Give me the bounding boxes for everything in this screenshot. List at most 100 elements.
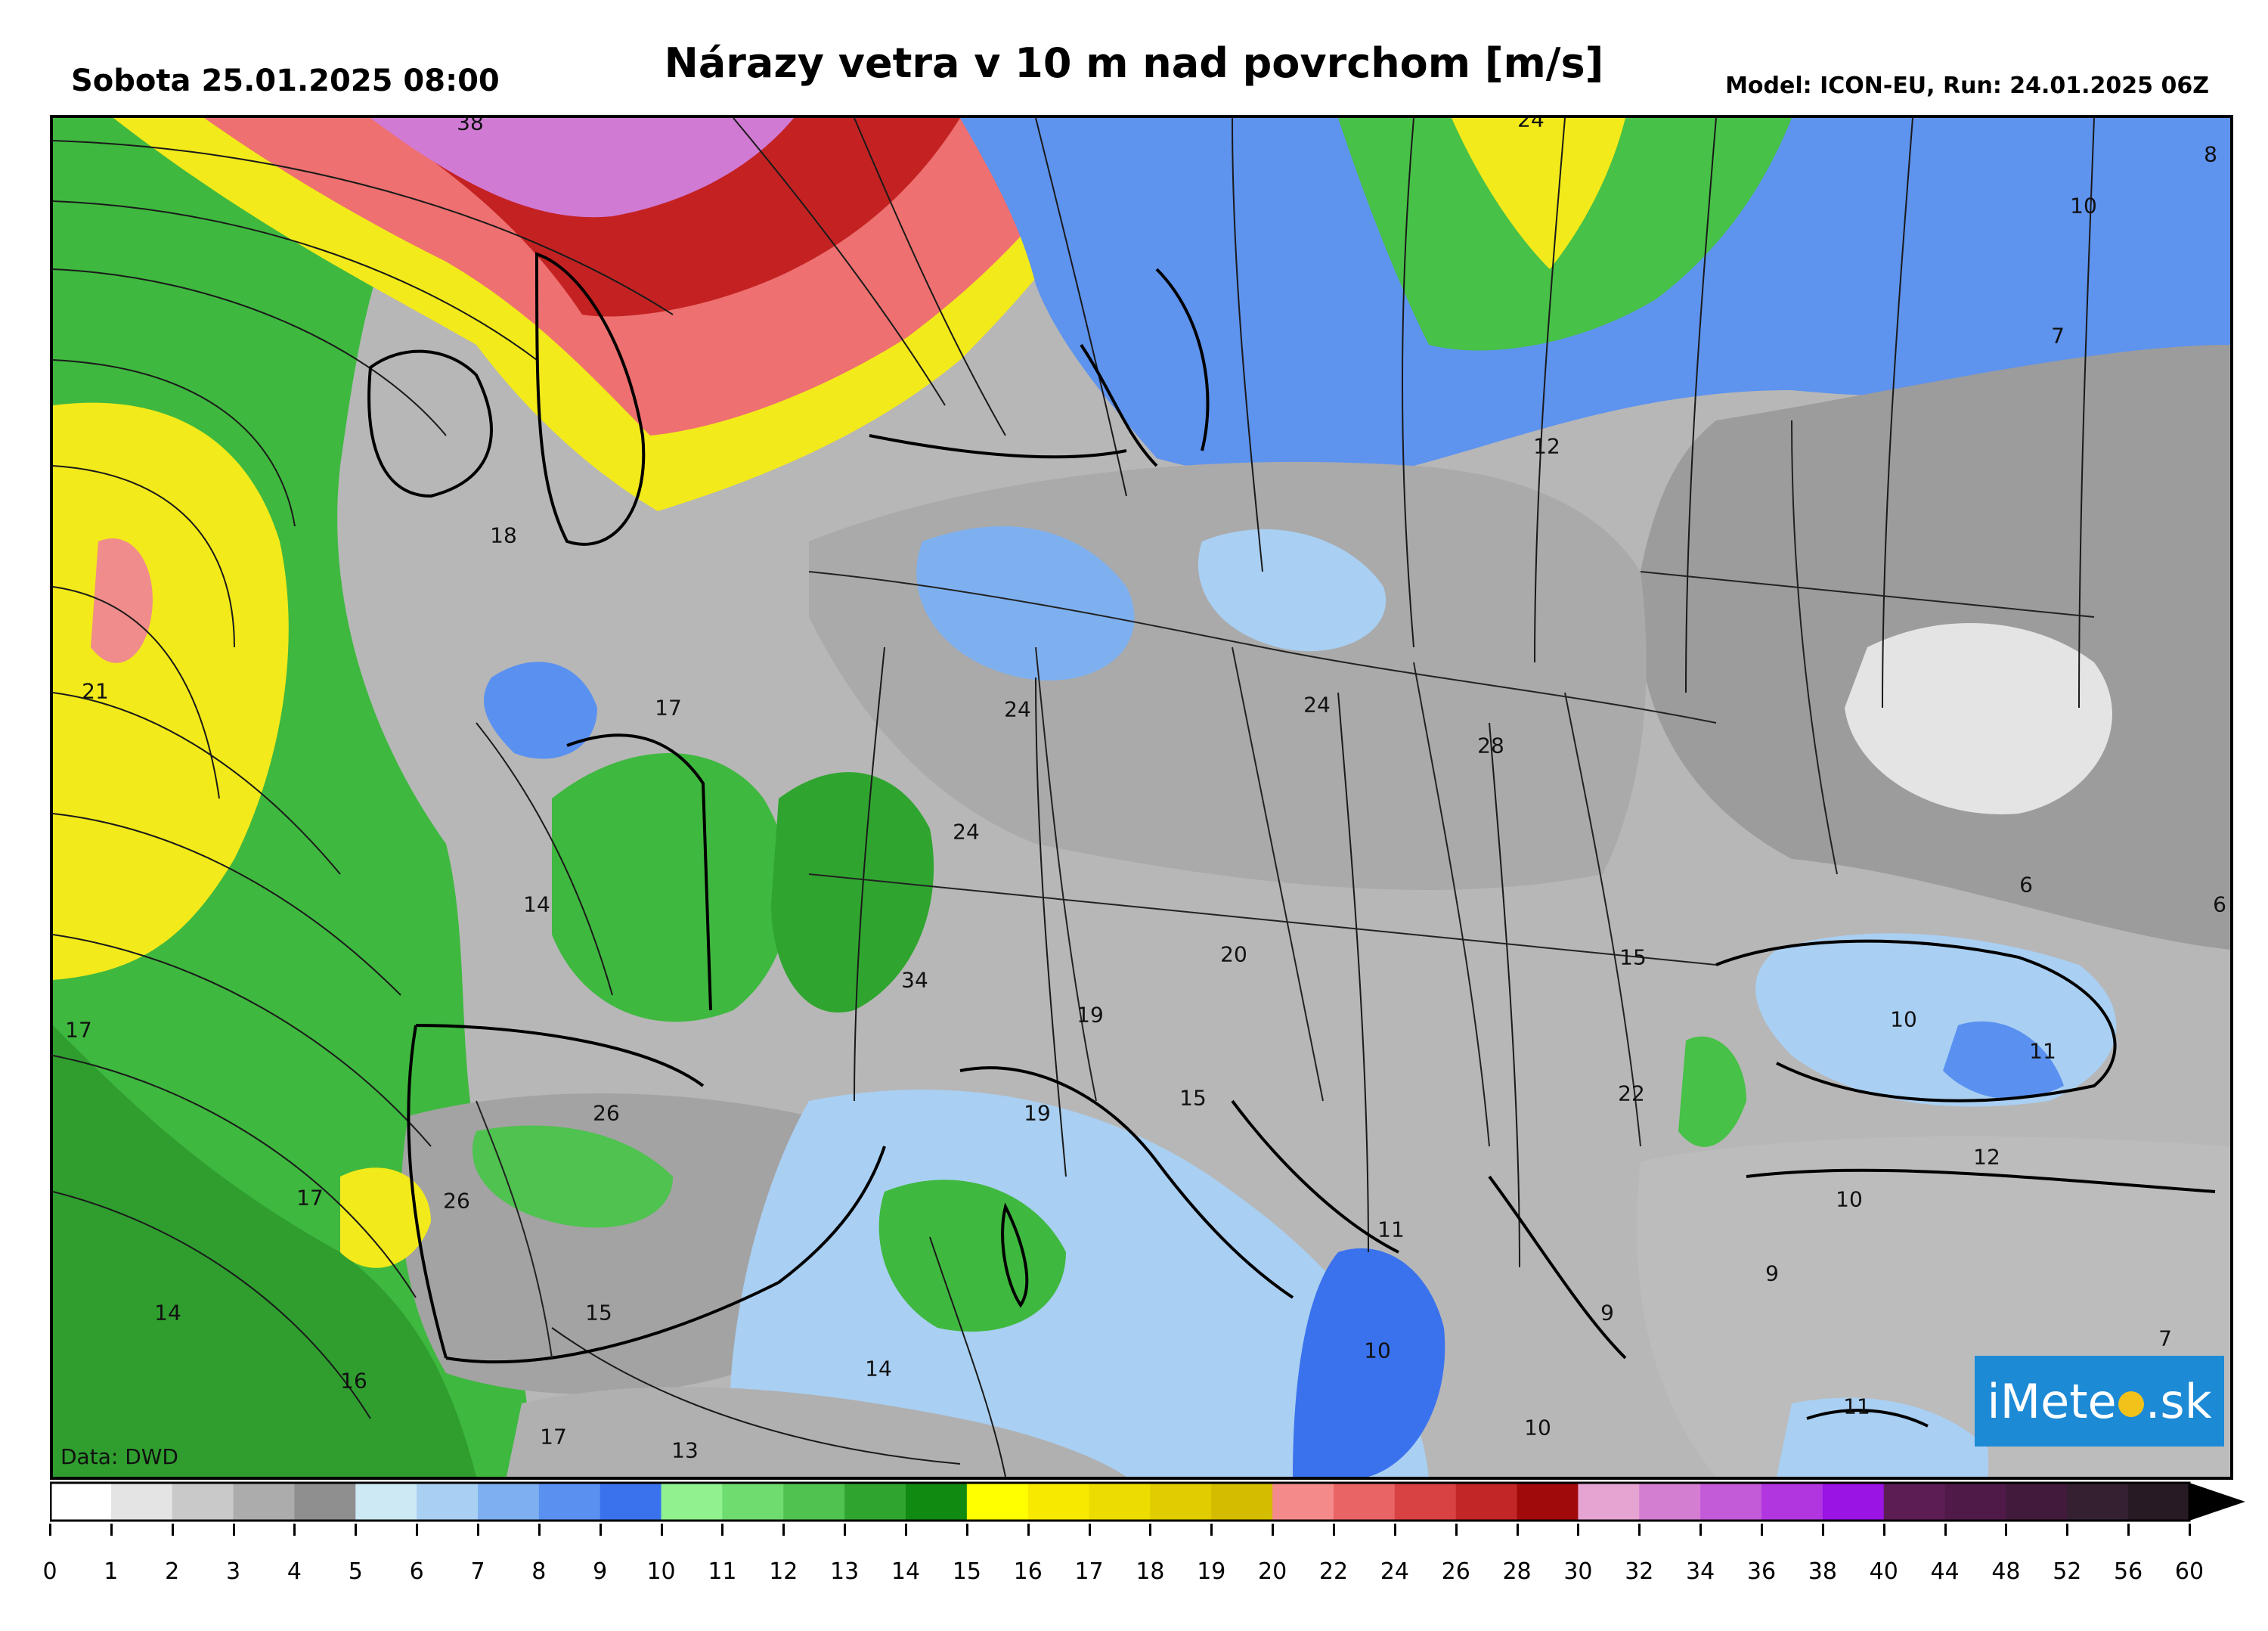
colorbar-segment <box>1700 1483 1762 1521</box>
colorbar-tick-label: 1 <box>104 1558 119 1585</box>
colorbar-tick-label: 24 <box>1380 1558 1409 1585</box>
colorbar-segment <box>1150 1483 1212 1521</box>
colorbar-tick-label: 22 <box>1318 1558 1349 1585</box>
colorbar-segment <box>110 1483 173 1521</box>
colorbar-tick <box>1944 1524 1947 1536</box>
forecast-datetime: Sobota 25.01.2025 08:00 <box>71 64 500 98</box>
value-label: 26 <box>593 1100 620 1126</box>
colorbar-tick-label: 32 <box>1625 1558 1654 1585</box>
colorbar-tick-label: 18 <box>1136 1558 1165 1585</box>
colorbar-tick <box>1882 1524 1885 1536</box>
coastlines <box>367 252 2216 1428</box>
colorbar-segment <box>172 1483 234 1521</box>
france-green <box>552 753 790 1022</box>
value-label: 38 <box>457 115 484 135</box>
colorbar-tick <box>1638 1524 1641 1536</box>
colorbar-tick-label: 14 <box>891 1558 921 1585</box>
colorbar-tick <box>171 1524 174 1536</box>
value-label: 13 <box>671 1437 699 1463</box>
imeteo-logo[interactable]: iMete .sk <box>1975 1356 2224 1447</box>
value-label: 15 <box>1179 1085 1207 1111</box>
value-label: 24 <box>1004 696 1031 722</box>
colorbar-tick-label: 36 <box>1746 1558 1777 1585</box>
colorbar-tick <box>1149 1524 1152 1536</box>
colorbar-tick-label: 52 <box>2053 1558 2082 1585</box>
value-label: 17 <box>655 695 682 721</box>
colorbar-segment <box>722 1483 784 1521</box>
colorbar-tick <box>1821 1524 1824 1536</box>
colorbar-segment <box>1883 1483 1946 1521</box>
colorbar-tick-label: 8 <box>531 1558 547 1585</box>
map-canvas <box>53 118 2230 1477</box>
value-label: 24 <box>1517 115 1545 132</box>
colorbar-tick-label: 17 <box>1074 1558 1104 1585</box>
colorbar-tick-label: 44 <box>1930 1558 1960 1585</box>
sun-icon <box>2118 1391 2144 1417</box>
colorbar-tick <box>965 1524 968 1536</box>
magenta-core <box>370 118 794 218</box>
colorbar-tick-label: 15 <box>952 1558 981 1585</box>
colorbar-tick <box>905 1524 907 1536</box>
value-label: 10 <box>1364 1338 1391 1363</box>
colorbar-segment <box>1639 1483 1701 1521</box>
colorbar-segment <box>478 1483 540 1521</box>
colorbar-segment <box>966 1483 1029 1521</box>
colorbar-tick-label: 10 <box>646 1558 676 1585</box>
colorbar-tick-label: 56 <box>2114 1558 2143 1585</box>
colorbar-segment <box>661 1483 723 1521</box>
value-label: 9 <box>1765 1260 1779 1286</box>
colorbar-segment <box>1334 1483 1396 1521</box>
value-label: 20 <box>1220 941 1247 967</box>
colorbar-tick-label: 34 <box>1686 1558 1715 1585</box>
colorbar <box>50 1481 2245 1522</box>
colorbar-tick <box>782 1524 785 1536</box>
colorbar-tick <box>1761 1524 1763 1536</box>
colorbar-tick <box>355 1524 358 1536</box>
colorbar-tick <box>2189 1524 2191 1536</box>
wind-streamlines <box>53 118 2095 1477</box>
colorbar-tick <box>232 1524 235 1536</box>
colorbar-tick-label: 11 <box>708 1558 737 1585</box>
colorbar-tick-label: 16 <box>1013 1558 1043 1585</box>
value-label: 17 <box>296 1185 324 1211</box>
colorbar-segment <box>1578 1483 1640 1521</box>
colorbar-tick-label: 3 <box>226 1558 241 1585</box>
value-label: 11 <box>2029 1038 2056 1064</box>
colorbar-tick-label: 28 <box>1502 1558 1532 1585</box>
colorbar-tick-label: 9 <box>593 1558 608 1585</box>
value-label: 7 <box>2158 1326 2172 1351</box>
colorbar-tick <box>1333 1524 1335 1536</box>
colorbar-tick <box>1577 1524 1580 1536</box>
colorbar-tick <box>599 1524 602 1536</box>
colorbar-segment <box>600 1483 662 1521</box>
value-label: 9 <box>1600 1300 1614 1326</box>
value-label: 17 <box>65 1017 92 1043</box>
colorbar-tick <box>2005 1524 2008 1536</box>
colorbar-tick <box>2066 1524 2069 1536</box>
value-label: 6 <box>2213 891 2226 917</box>
colorbar-tick-label: 13 <box>830 1558 860 1585</box>
colorbar-tick <box>538 1524 541 1536</box>
colorbar-segment <box>355 1483 417 1521</box>
colorbar-tick-label: 30 <box>1563 1558 1593 1585</box>
colorbar-tick <box>1455 1524 1458 1536</box>
value-label: 7 <box>2051 323 2065 349</box>
value-label: 18 <box>490 522 517 548</box>
colorbar-segment <box>2128 1483 2190 1521</box>
value-label: 12 <box>1973 1144 2000 1170</box>
value-label: 10 <box>1836 1186 1863 1212</box>
value-label: 11 <box>1377 1217 1405 1242</box>
colorbar-tick <box>1699 1524 1703 1536</box>
colorbar-tick-label: 26 <box>1441 1558 1470 1585</box>
colorbar-tick-label: 60 <box>2174 1558 2204 1585</box>
colorbar-segment <box>1272 1483 1334 1521</box>
value-label: 15 <box>1619 944 1647 970</box>
colorbar-segment <box>538 1483 601 1521</box>
map-title: Nárazy vetra v 10 m nad povrchom [m/s] <box>664 39 1604 87</box>
colorbar-tick <box>1272 1524 1275 1536</box>
value-label: 14 <box>865 1356 892 1381</box>
wind-gust-map: 38 24 8 10 7 12 18 21 17 24 24 28 24 14 … <box>50 115 2233 1480</box>
colorbar-segment <box>2006 1483 2068 1521</box>
colorbar-tick <box>1088 1524 1091 1536</box>
colorbar-segment <box>1517 1483 1579 1521</box>
